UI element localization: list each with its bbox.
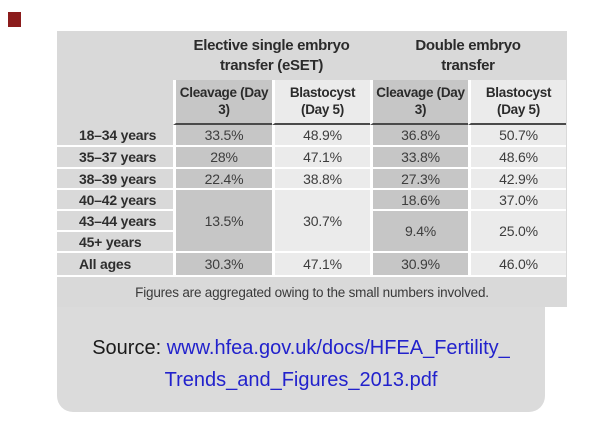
cell-38-39-det-blastocyst: 42.9% [468, 169, 566, 190]
fertility-success-table: Elective single embryo transfer (eSET) D… [57, 31, 566, 277]
cell-38-39-det-cleavage: 27.3% [370, 169, 468, 190]
subheader-det-blastocyst: Blastocyst (Day 5) [468, 80, 566, 125]
cell-40-42-det-cleavage: 18.6% [370, 190, 468, 211]
red-bullet-marker [8, 12, 21, 27]
row-label-40-42: 40–42 years [57, 190, 173, 211]
cell-35-37-eset-cleavage: 28% [173, 147, 272, 169]
cell-35-37-det-cleavage: 33.8% [370, 147, 468, 169]
source-label: Source: [92, 337, 167, 359]
age-header-spacer [57, 80, 173, 125]
cell-all-ages-det-blastocyst: 46.0% [468, 253, 566, 277]
cell-all-ages-eset-cleavage: 30.3% [173, 253, 272, 277]
column-group-double: Double embryo transfer [415, 37, 521, 74]
subheader-eset-blastocyst: Blastocyst (Day 5) [272, 80, 370, 125]
cell-40-42-det-blastocyst: 37.0% [468, 190, 566, 211]
cell-18-34-eset-blastocyst: 48.9% [272, 125, 370, 147]
source-link[interactable]: www.hfea.gov.uk/docs/HFEA_Fertility_ Tren… [165, 337, 510, 391]
source-link-line1: www.hfea.gov.uk/docs/HFEA_Fertility_ [166, 337, 510, 359]
merged-cell-det-cleavage-43plus: 9.4% [370, 211, 468, 253]
merged-cell-eset-cleavage-40plus: 13.5% [173, 190, 272, 253]
cell-18-34-det-blastocyst: 50.7% [468, 125, 566, 147]
source-panel: Source: www.hfea.gov.uk/docs/HFEA_Fertil… [57, 307, 545, 412]
merged-cell-det-blastocyst-43plus: 25.0% [468, 211, 566, 253]
subheader-det-cleavage: Cleavage (Day 3) [370, 80, 468, 125]
cell-all-ages-eset-blastocyst: 47.1% [272, 253, 370, 277]
column-group-eset: Elective single embryo transfer (eSET) [193, 37, 350, 74]
row-label-18-34: 18–34 years [57, 125, 173, 147]
merged-cell-eset-blastocyst-40plus: 30.7% [272, 190, 370, 253]
row-label-35-37: 35–37 years [57, 147, 173, 169]
cell-35-37-det-blastocyst: 48.6% [468, 147, 566, 169]
source-citation: Source: www.hfea.gov.uk/docs/HFEA_Fertil… [57, 332, 545, 396]
cell-18-34-eset-cleavage: 33.5% [173, 125, 272, 147]
row-label-43-44: 43–44 years [57, 211, 173, 232]
cell-18-34-det-cleavage: 36.8% [370, 125, 468, 147]
cell-all-ages-det-cleavage: 30.9% [370, 253, 468, 277]
cell-38-39-eset-blastocyst: 38.8% [272, 169, 370, 190]
source-link-line2: Trends_and_Figures_2013.pdf [164, 369, 438, 391]
cell-35-37-eset-blastocyst: 47.1% [272, 147, 370, 169]
subheader-eset-cleavage: Cleavage (Day 3) [173, 80, 272, 125]
row-label-38-39: 38–39 years [57, 169, 173, 190]
row-label-all-ages: All ages [57, 253, 173, 277]
cell-38-39-eset-cleavage: 22.4% [173, 169, 272, 190]
table-footnote: Figures are aggregated owing to the smal… [135, 285, 489, 300]
table-panel: Elective single embryo transfer (eSET) D… [57, 31, 567, 307]
row-label-45plus: 45+ years [57, 232, 173, 253]
